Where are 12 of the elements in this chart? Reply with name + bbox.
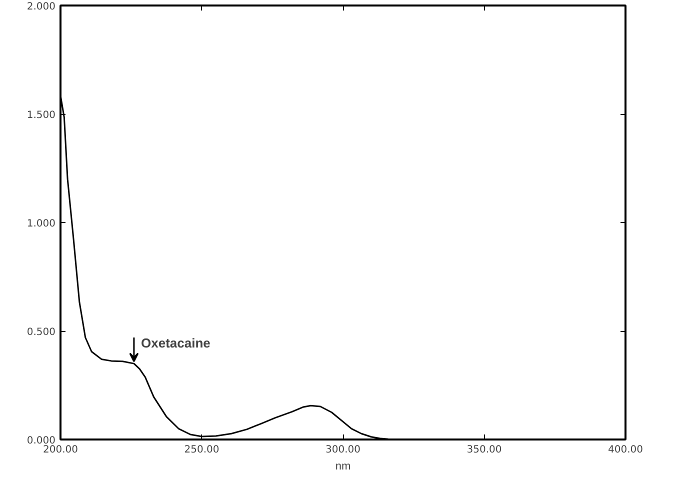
y-tick-label: 0.500: [26, 327, 56, 338]
x-tick-label: 250.00: [184, 444, 220, 456]
x-axis-title: nm: [335, 460, 351, 472]
x-tick-label: 350.00: [466, 444, 502, 456]
x-tick-label: 400.00: [608, 444, 644, 456]
y-tick-label: 2.000: [26, 2, 56, 12]
y-tick-label: 0.000: [26, 436, 56, 446]
annotation: Oxetacaine: [141, 336, 210, 351]
x-tick-label: 200.00: [43, 444, 78, 456]
x-tick-label: 300.00: [326, 444, 361, 456]
y-tick-label: 1.000: [26, 218, 56, 230]
y-tick-label: 1.500: [26, 110, 56, 121]
